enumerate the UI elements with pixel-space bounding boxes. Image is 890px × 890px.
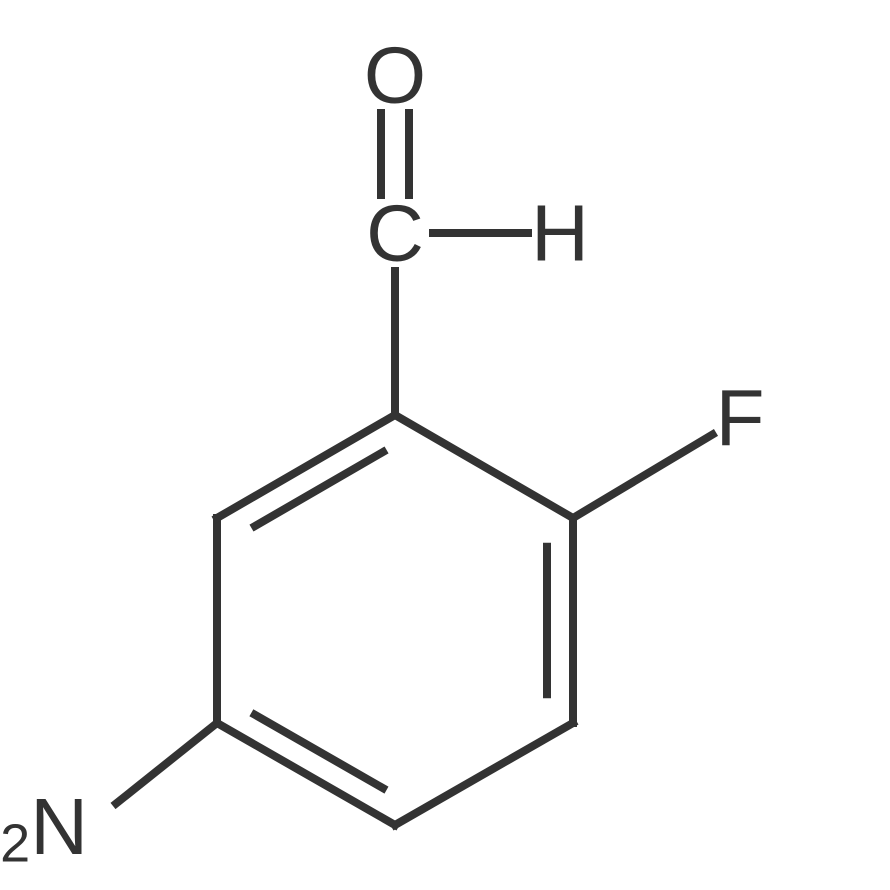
svg-text:O: O (364, 31, 426, 120)
svg-text:F: F (716, 374, 765, 463)
svg-text:H: H (531, 189, 589, 278)
nitro-group-label: O2N (0, 782, 88, 874)
molecule-diagram: OC H F O2N (0, 0, 890, 890)
svg-text:C: C (366, 189, 424, 278)
